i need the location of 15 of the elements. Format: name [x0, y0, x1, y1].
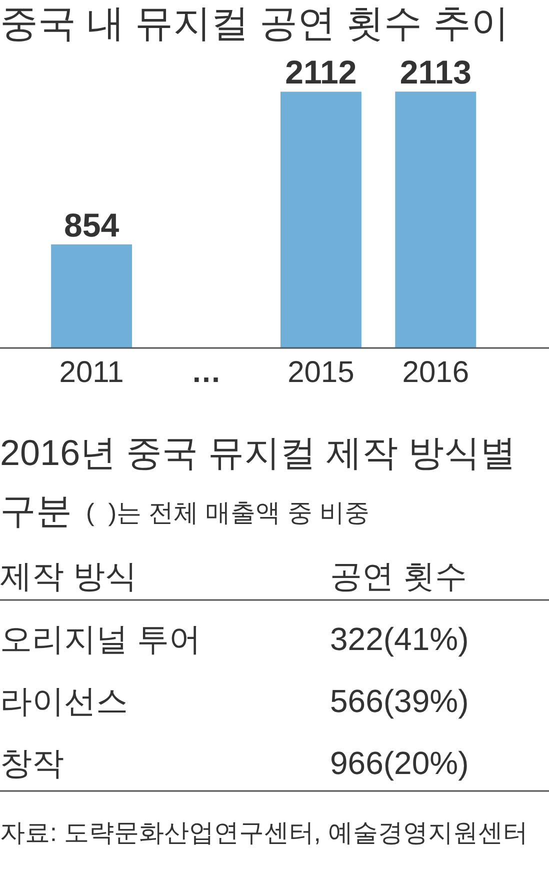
value: 322(41%) — [330, 621, 469, 657]
title: 중국 내 뮤지컬 공연 횟수 추이 — [0, 3, 509, 45]
title: 구분 — [0, 490, 72, 531]
x-tick-label: 2011 — [59, 356, 124, 389]
data-label: 2113 — [400, 54, 472, 91]
value: 966(20%) — [330, 745, 469, 781]
data-label: 854 — [64, 206, 120, 244]
x-tick-label: 2016 — [402, 356, 470, 389]
value: 566(39%) — [330, 683, 469, 719]
data-label: 2112 — [285, 54, 357, 91]
subtitle: ( )는 전체 매출액 중 비중 — [86, 499, 370, 527]
title: 2016년 중국 뮤지컬 제작 방식별 — [0, 432, 516, 473]
annotation: 자료: 도략문화산업연구센터, 예술경영지원센터 — [0, 819, 528, 847]
x-tick-label: 2015 — [288, 356, 354, 389]
x-tick-label: … — [191, 356, 222, 389]
